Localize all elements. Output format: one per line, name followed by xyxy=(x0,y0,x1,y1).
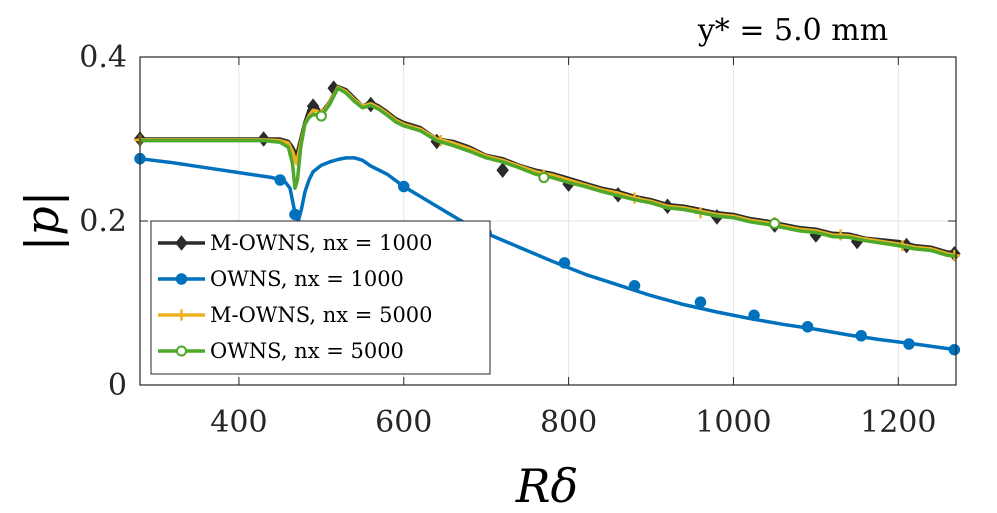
y-axis-label: |p| xyxy=(15,191,69,251)
data-point xyxy=(628,280,641,292)
data-point xyxy=(274,174,286,186)
data-point xyxy=(538,171,550,184)
series-line xyxy=(140,86,957,259)
data-point xyxy=(175,273,188,285)
legend-item: OWNS, nx = 1000 xyxy=(158,267,404,291)
x-tick-label: 1200 xyxy=(860,405,936,440)
legend-label: M-OWNS, nx = 5000 xyxy=(210,303,433,327)
y-tick-label: 0 xyxy=(108,368,127,403)
axes-frame xyxy=(139,56,957,386)
legend-item: M-OWNS, nx = 1000 xyxy=(158,231,433,255)
chart-title: y* = 5.0 mm xyxy=(697,13,888,48)
data-point xyxy=(315,110,327,122)
x-axis-label: Rδ xyxy=(515,459,578,513)
data-point xyxy=(903,338,915,350)
data-point xyxy=(175,309,188,321)
series-group xyxy=(133,80,961,356)
data-point xyxy=(289,208,301,221)
data-point xyxy=(948,343,961,356)
tick-labels: 400 600 800 1000 1200 0 0.2 0.4 xyxy=(79,40,936,440)
data-point xyxy=(748,309,760,322)
series-2 xyxy=(134,152,961,356)
data-point xyxy=(558,257,571,269)
data-point xyxy=(496,162,509,178)
x-tick-label: 1000 xyxy=(695,405,771,440)
data-point xyxy=(769,217,781,230)
data-point xyxy=(801,321,814,333)
data-point xyxy=(398,180,410,193)
legend-item: OWNS, nx = 5000 xyxy=(158,339,404,363)
legend-item: M-OWNS, nx = 5000 xyxy=(158,303,433,327)
legend-label: OWNS, nx = 5000 xyxy=(210,339,404,363)
y-tick-label: 0.2 xyxy=(79,204,127,239)
legend: M-OWNS, nx = 1000 OWNS, nx = 1000 M-OWNS, … xyxy=(150,220,491,375)
data-point xyxy=(175,345,188,357)
data-point xyxy=(855,330,867,342)
series-4 xyxy=(140,86,957,259)
data-point xyxy=(175,235,188,251)
x-tick-label: 600 xyxy=(375,405,432,440)
legend-label: M-OWNS, nx = 1000 xyxy=(210,231,433,255)
x-tick-label: 400 xyxy=(210,405,267,440)
data-point xyxy=(694,296,707,308)
x-tick-label: 800 xyxy=(540,405,597,440)
series-line xyxy=(139,156,957,352)
y-tick-label: 0.4 xyxy=(79,40,127,75)
legend-box xyxy=(150,220,491,375)
legend-label: OWNS, nx = 1000 xyxy=(210,267,404,291)
